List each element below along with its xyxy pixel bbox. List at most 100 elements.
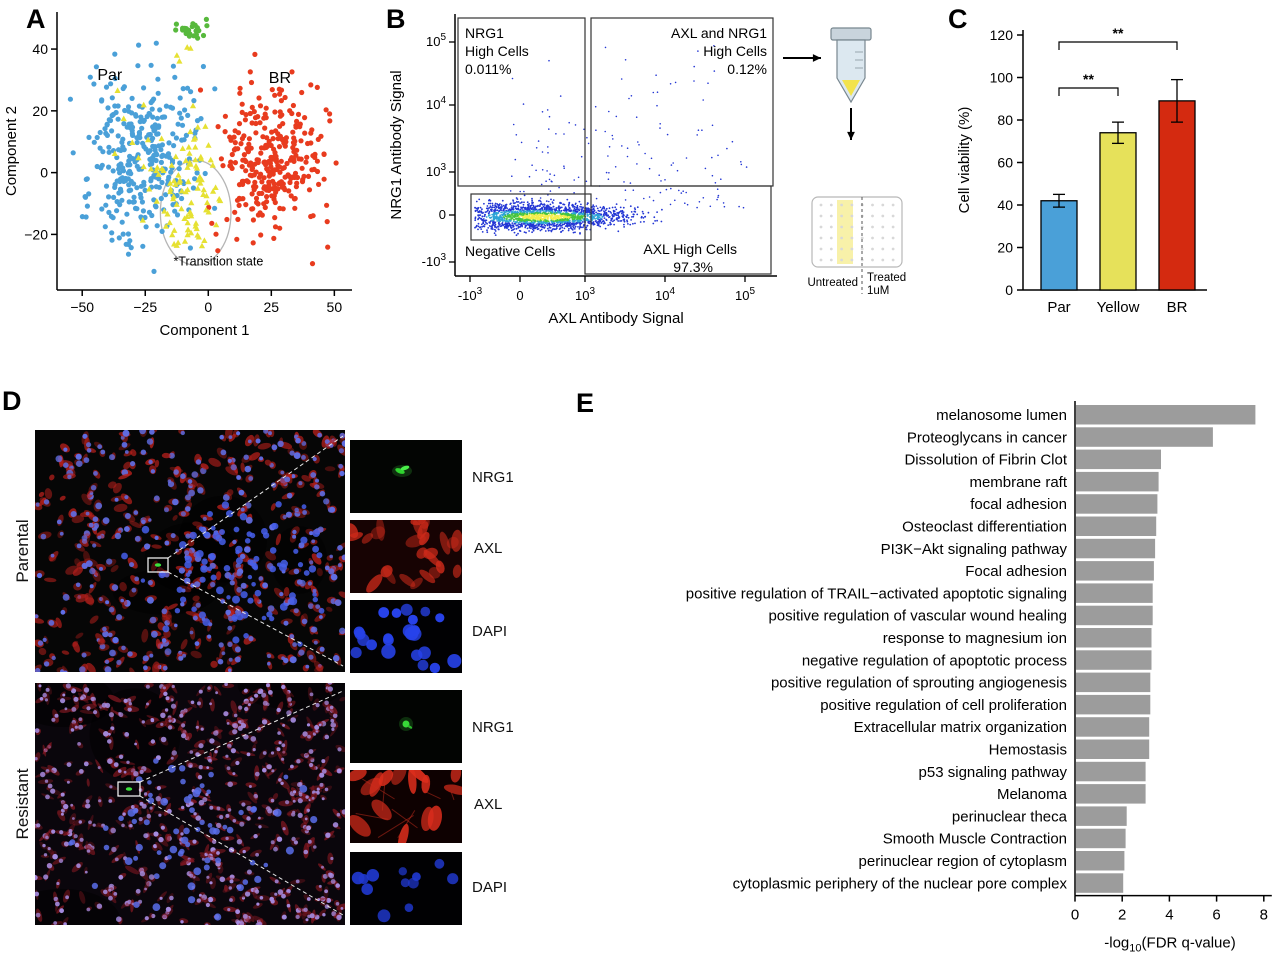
panel-a-letter: A [26, 4, 46, 34]
go-term-bar [1076, 739, 1150, 759]
svg-text:103: 103 [575, 286, 595, 303]
inset-marker-box [147, 557, 169, 573]
y-axis-label: Component 2 [3, 106, 20, 196]
gate-label: Negative Cells [465, 243, 555, 259]
gate-label: 0.011% [465, 61, 511, 77]
svg-text:105: 105 [735, 286, 755, 303]
significance-bracket [1058, 41, 1178, 50]
gate-label: NRG1 [465, 25, 504, 41]
svg-text:60: 60 [997, 155, 1013, 171]
go-term-bar [1076, 873, 1124, 893]
x-axis-label: -log10(FDR q-value) [1104, 935, 1235, 955]
annotation: Par [97, 67, 123, 84]
channel-label-parental-nrg1: NRG1 [472, 469, 514, 486]
svg-text:0: 0 [204, 299, 212, 315]
go-term-label: Osteoclast differentiation [902, 519, 1067, 536]
gate-label: AXL and NRG1 [671, 25, 767, 41]
svg-text:105: 105 [426, 32, 446, 49]
svg-text:104: 104 [655, 286, 675, 303]
go-term-bar [1076, 605, 1153, 626]
x-axis-label: Component 1 [159, 322, 249, 339]
gate-label: High Cells [703, 43, 767, 59]
assay-plate-icon [811, 196, 903, 268]
go-term-bar [1076, 494, 1158, 514]
go-term-bar [1076, 561, 1154, 581]
gate-label: 97.3% [673, 259, 713, 275]
panel-d-letter: D [2, 386, 22, 416]
go-term-bar [1076, 650, 1152, 670]
gate-label: High Cells [465, 43, 529, 59]
go-term-bar [1076, 628, 1152, 648]
gate-rect [470, 193, 592, 241]
resistant-dapi-inset-image [350, 852, 462, 925]
go-term-label: melanosome lumen [936, 407, 1067, 424]
flow-cytometry-plot: -103 0 103 104 105 105 104 103 0 -103 AXL Antibody… [388, 14, 906, 327]
go-term-label: Dissolution of Fibrin Clot [904, 452, 1067, 469]
panel-b-letter: B [386, 4, 406, 34]
annotation: BR [269, 70, 291, 87]
go-term-label: Extracellular matrix organization [854, 719, 1067, 736]
svg-text:120: 120 [990, 27, 1014, 43]
tsne-scatter-plot: −50 −25 0 25 50 −20 0 20 40 Component 1 Component … [3, 12, 352, 339]
svg-text:40: 40 [997, 197, 1013, 213]
x-axis-label: AXL Antibody Signal [548, 310, 683, 327]
svg-text:80: 80 [997, 112, 1013, 128]
svg-text:0: 0 [516, 288, 523, 303]
bar-label: BR [1167, 299, 1188, 316]
go-term-label: positive regulation of sprouting angioge… [771, 675, 1067, 692]
channel-label-resistant-axl: AXL [474, 796, 503, 813]
go-term-label: perinuclear region of cytoplasm [859, 853, 1067, 870]
significance-bracket [1058, 87, 1119, 96]
treated-dose-label: 1uM [867, 285, 889, 297]
resistant-axl-inset-image [350, 770, 462, 843]
svg-text:25: 25 [264, 299, 280, 315]
treated-label: Treated [867, 272, 906, 284]
go-term-label: positive regulation of vascular wound he… [768, 608, 1067, 625]
bar [1158, 100, 1196, 291]
channel-label-resistant-nrg1: NRG1 [472, 719, 514, 736]
go-term-bar [1076, 583, 1153, 603]
go-term-label: cytoplasmic periphery of the nuclear por… [733, 875, 1068, 892]
y-axis-label: NRG1 Antibody Signal [388, 70, 405, 219]
parental-nrg1-inset-image [350, 440, 462, 513]
go-term-bar [1076, 717, 1150, 737]
go-term-label: positive regulation of cell proliferatio… [820, 697, 1067, 714]
go-term-bar [1076, 516, 1157, 536]
go-term-label: Hemostasis [989, 742, 1067, 759]
svg-text:20: 20 [32, 103, 48, 119]
go-term-label: Smooth Muscle Contraction [883, 831, 1067, 848]
svg-text:−25: −25 [133, 299, 157, 315]
svg-text:-103: -103 [458, 286, 483, 303]
go-term-bar [1076, 405, 1256, 425]
go-term-bar [1076, 538, 1156, 559]
resistant-nrg1-inset-image [350, 690, 462, 763]
bar-label: Yellow [1097, 299, 1140, 316]
go-term-label: p53 signaling pathway [919, 764, 1068, 781]
gate-rect [584, 185, 772, 275]
svg-text:0: 0 [439, 207, 446, 222]
y-axis-label: Cell viability (%) [956, 107, 973, 214]
go-term-bar [1076, 784, 1146, 804]
svg-text:50: 50 [327, 299, 343, 315]
inset-marker-box [117, 781, 141, 797]
go-term-label: positive regulation of TRAIL−activated a… [686, 585, 1067, 602]
go-term-label: Focal adhesion [965, 563, 1067, 580]
svg-text:103: 103 [426, 162, 446, 179]
panel-c-letter: C [948, 4, 968, 34]
annotation: *Transition state [173, 254, 263, 268]
cell-viability-bar-chart: 0 20 40 60 80 100 120 Cell viability (%) Par Yell… [956, 25, 1207, 316]
svg-text:40: 40 [32, 41, 48, 57]
gate-label: 0.12% [727, 61, 767, 77]
significance-label: ** [1113, 25, 1124, 41]
parental-row-label: Parental [13, 519, 32, 583]
svg-text:−20: −20 [24, 226, 48, 242]
go-term-bar-chart: melanosome lumen Proteoglycans in cancer D… [686, 401, 1272, 955]
channel-label-parental-axl: AXL [474, 540, 503, 557]
bar [1040, 200, 1078, 291]
gate-label: AXL High Cells [643, 241, 737, 257]
go-term-bar [1076, 851, 1125, 871]
go-term-label: negative regulation of apoptotic process [802, 652, 1067, 669]
go-term-label: Proteoglycans in cancer [907, 429, 1067, 446]
scatter-points [67, 16, 339, 274]
